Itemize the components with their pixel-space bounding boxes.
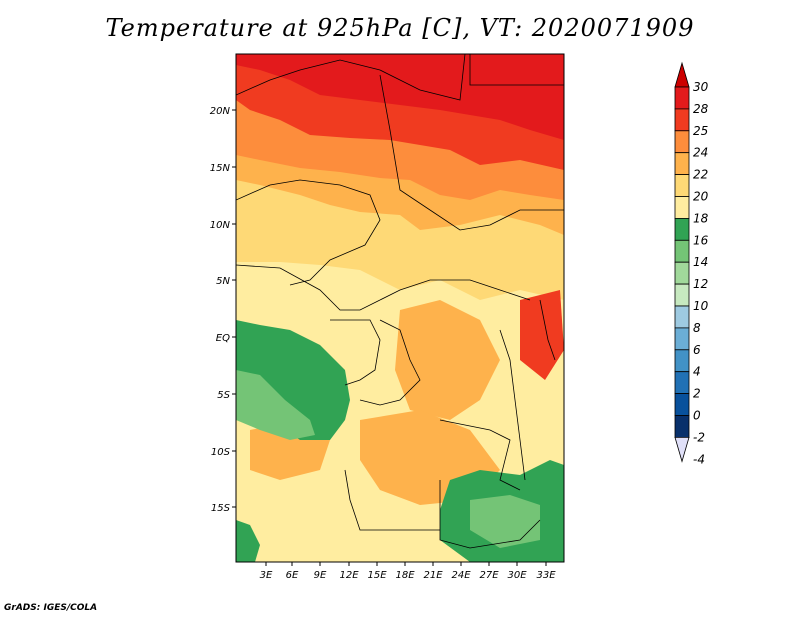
colorbar-label: 20 <box>693 190 709 204</box>
lon-tick-label: 12E <box>339 570 359 581</box>
lon-tick-label: 21E <box>423 570 443 581</box>
colorbar-label: 18 <box>693 211 709 225</box>
colorbar-label: 14 <box>693 255 708 269</box>
colorbar-label: 12 <box>693 277 708 291</box>
lon-tick-label: 24E <box>451 570 471 581</box>
colorbar-swatch <box>674 305 690 329</box>
colorbar-swatch <box>674 239 690 263</box>
lat-tick-label: 5S <box>217 390 230 401</box>
colorbar-label: 4 <box>693 365 701 379</box>
lat-tick-label: 10N <box>210 220 231 231</box>
colorbar-swatch <box>674 349 690 373</box>
map-frame <box>235 53 565 563</box>
colorbar-label: 25 <box>693 124 708 138</box>
colorbar-label: 10 <box>693 299 709 313</box>
lon-tick-label: 3E <box>260 570 273 581</box>
grads-credit: GrADS: IGES/COLA <box>4 603 98 613</box>
colorbar-swatch <box>674 130 690 154</box>
lon-tick-label: 6E <box>286 570 299 581</box>
colorbar-label: 0 <box>693 409 701 423</box>
colorbar-label: 22 <box>693 168 708 182</box>
colorbar-bottom-arrow <box>674 436 690 463</box>
lon-tick-label: 9E <box>314 570 327 581</box>
colorbar-swatch <box>674 174 690 197</box>
colorbar-label: 2 <box>693 387 701 401</box>
colorbar-swatch <box>674 327 690 351</box>
colorbar-label: -4 <box>693 452 705 466</box>
colorbar-swatch <box>674 217 690 241</box>
lat-tick-label: 20N <box>210 106 231 117</box>
colorbar-label: -2 <box>693 430 705 444</box>
colorbar-swatch <box>674 152 690 175</box>
lon-tick-label: 27E <box>479 570 499 581</box>
lat-tick-label: 5N <box>216 276 230 287</box>
colorbar-swatch <box>674 261 690 285</box>
map-title: Temperature at 925hPa [C], VT: 202007190… <box>105 14 695 42</box>
colorbar-label: 24 <box>693 146 708 160</box>
colorbar-swatch <box>674 86 690 110</box>
latitude-axis: 20N 15N 10N 5N EQ 5S 10S 15S <box>210 106 236 514</box>
colorbar-top-arrow <box>674 61 690 88</box>
longitude-axis: 3E 6E 9E 12E 15E 18E 21E 24E 27E 30E 33E <box>260 562 556 581</box>
colorbar-label: 8 <box>693 321 701 335</box>
colorbar-swatch <box>674 393 690 416</box>
colorbar-label: 16 <box>693 233 709 247</box>
lat-tick-label: 15S <box>211 503 231 514</box>
colorbar-swatch <box>674 371 690 395</box>
colorbar-label: 28 <box>693 102 709 116</box>
lat-tick-label: 10S <box>211 447 231 458</box>
colorbar-label: 30 <box>693 80 709 94</box>
lon-tick-label: 18E <box>395 570 415 581</box>
lon-tick-label: 30E <box>507 570 527 581</box>
lon-tick-label: 33E <box>536 570 556 581</box>
lat-tick-label: EQ <box>216 333 230 344</box>
colorbar-label: 6 <box>693 343 701 357</box>
colorbar-swatch <box>674 108 690 132</box>
colorbar-swatch <box>674 196 690 219</box>
lon-tick-label: 15E <box>367 570 387 581</box>
colorbar-swatch <box>674 415 690 438</box>
colorbar-swatch <box>674 283 690 307</box>
temperature-field <box>236 54 564 562</box>
lat-tick-label: 15N <box>210 163 231 174</box>
